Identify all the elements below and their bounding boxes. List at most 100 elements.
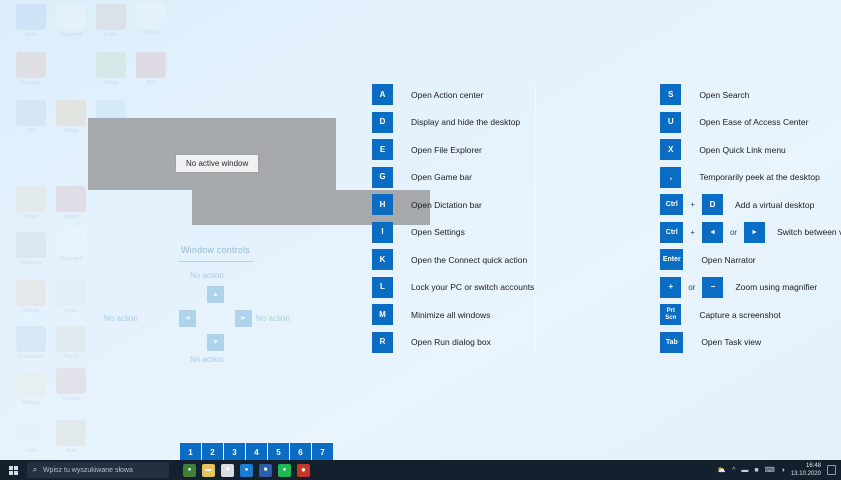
desktop-icon-glyph [56, 280, 86, 306]
dpad-key-left-icon[interactable]: ◄ [179, 310, 196, 327]
taskbar-pinned-apps: ● ▬ ■ ● ■ ● ✸ [183, 463, 310, 477]
desktop-icon[interactable]: Program [8, 52, 54, 86]
desktop-icon[interactable]: Folder [88, 4, 134, 38]
key-e[interactable]: E [372, 139, 393, 160]
taskbar-icon-edge[interactable]: ● [240, 463, 253, 477]
desktop-icon-glyph [56, 100, 86, 126]
key-x[interactable]: X [660, 139, 682, 160]
key-i[interactable]: I [372, 221, 393, 243]
desktop-icon[interactable]: Dokument [48, 4, 94, 38]
desktop-icon[interactable]: Plan [48, 420, 94, 454]
dpad-key-up-icon[interactable]: ▲ [207, 286, 224, 303]
key-h[interactable]: H [372, 194, 393, 215]
desktop-icon-glyph [56, 228, 86, 254]
shortcuts-panel: A Open Action center D Display and hide the… [372, 84, 841, 359]
key-[interactable]: , [660, 166, 682, 188]
shortcut-row: D Display and hide the desktop [372, 111, 534, 133]
desktop-icon[interactable]: Plik [8, 100, 54, 134]
shortcut-row: H Open Dictation bar [372, 194, 534, 215]
tray-icon-weather[interactable]: ⛅ [717, 467, 727, 474]
desktop-icon-label: Zdjęcie [22, 308, 40, 314]
tray-icon-chevron-up[interactable]: ^ [732, 466, 736, 474]
number-key-7[interactable]: 7 [312, 443, 333, 465]
dpad-key-down-icon[interactable]: ▼ [207, 334, 224, 351]
taskbar-icon-app-red[interactable]: ✸ [297, 463, 310, 477]
shortcut-description: Open Quick Link menu [699, 144, 786, 155]
key-g[interactable]: G [372, 166, 393, 188]
desktop-icon-label: Umowa [62, 396, 80, 402]
desktop-icon[interactable]: Notatki [128, 2, 174, 36]
number-key-1[interactable]: 1 [180, 443, 201, 465]
desktop-icon[interactable]: Dokument [48, 228, 94, 262]
key-l[interactable]: L [372, 276, 393, 298]
key-[interactable]: ◄ [701, 221, 723, 243]
tray-icon-battery[interactable]: ■ [754, 466, 759, 474]
key-[interactable]: ► [744, 221, 766, 243]
shortcuts-column-left: A Open Action center D Display and hide the… [372, 84, 534, 359]
start-button[interactable] [0, 460, 26, 480]
key-tab[interactable]: Tab [660, 331, 684, 353]
taskbar-icon-file-explorer[interactable]: ▬ [202, 463, 215, 477]
taskbar-icon-store[interactable]: ■ [221, 463, 234, 477]
desktop-icon-label: Plik [26, 128, 36, 134]
desktop-icon-glyph [56, 186, 86, 212]
key-[interactable]: − [702, 276, 724, 298]
desktop-icon-glyph [96, 4, 126, 30]
key-[interactable]: + [660, 276, 682, 298]
taskbar-icon-office[interactable]: ■ [259, 463, 272, 477]
desktop-icon[interactable]: Zdjęcie [8, 280, 54, 314]
key-ctrl[interactable]: Ctrl [660, 221, 684, 243]
desktop-icon[interactable]: Mapa [48, 280, 94, 314]
shortcut-description: Open Run dialog box [411, 337, 491, 347]
number-key-5[interactable]: 5 [268, 443, 289, 465]
shortcut-row: E Open File Explorer [372, 139, 534, 160]
number-key-2[interactable]: 2 [202, 443, 223, 465]
desktop-icon-glyph [16, 186, 46, 212]
number-key-4[interactable]: 4 [246, 443, 267, 465]
desktop-icon[interactable]: Arkusz [88, 52, 134, 86]
key-s[interactable]: S [660, 84, 682, 105]
desktop-icon-label: Prezentacja [17, 354, 45, 360]
tray-icon-keyboard[interactable]: ⌨ [764, 467, 775, 474]
desktop-icon-glyph [136, 52, 166, 78]
notification-center-icon[interactable] [827, 465, 836, 475]
tray-icon-volume[interactable]: ◑ [780, 466, 785, 474]
key-a[interactable]: A [372, 84, 393, 105]
number-key-6[interactable]: 6 [290, 443, 311, 465]
desktop-icon[interactable]: Notes [8, 186, 54, 220]
key-u[interactable]: U [660, 111, 682, 133]
key-enter[interactable]: Enter [660, 249, 684, 270]
shortcut-row: G Open Game bar [372, 166, 534, 188]
shortcut-description: Open Action center [411, 89, 484, 100]
key-m[interactable]: M [372, 304, 393, 325]
number-key-3[interactable]: 3 [224, 443, 245, 465]
shortcut-row: A Open Action center [372, 84, 534, 105]
taskbar-icon-spotify[interactable]: ● [278, 463, 291, 477]
desktop-icon-label: Lista [25, 448, 37, 454]
shortcut-row: I Open Settings [372, 221, 534, 243]
desktop-icon[interactable]: Raport [48, 186, 94, 220]
desktop-icon[interactable]: Umowa [48, 368, 94, 402]
tray-icon-network[interactable]: ▬ [741, 466, 749, 474]
desktop-icon[interactable]: Kosz [8, 4, 54, 38]
shortcut-row: Ctrl + ◄ or ► Switch between virtual desktops [660, 221, 841, 243]
key-d[interactable]: D [701, 194, 723, 215]
taskbar-icon-chrome[interactable]: ● [183, 463, 196, 477]
desktop-icon[interactable]: PDF [128, 52, 174, 86]
taskbar-search-box[interactable]: ⌕ Wpisz tu wyszukiwane słowa [27, 462, 169, 478]
desktop-icon-glyph [96, 52, 126, 78]
key-d[interactable]: D [372, 111, 393, 133]
desktop-icon[interactable]: Lista [8, 420, 54, 454]
key-k[interactable]: K [372, 249, 393, 270]
key-separator-or: or [688, 282, 696, 292]
number-key-label: 4 [246, 443, 267, 461]
desktop-icon[interactable]: Prezentacja [8, 326, 54, 360]
dpad-key-right-icon[interactable]: ► [235, 310, 252, 327]
desktop-icon[interactable]: Archiwum [8, 232, 54, 266]
desktop-icon[interactable]: Faktura [8, 372, 54, 406]
desktop-icon[interactable]: Projekt [48, 326, 94, 360]
taskbar-clock[interactable]: 16:48 13.10.2020 [791, 462, 821, 478]
key-r[interactable]: R [372, 331, 393, 353]
key-ctrl[interactable]: Ctrl [660, 194, 684, 215]
